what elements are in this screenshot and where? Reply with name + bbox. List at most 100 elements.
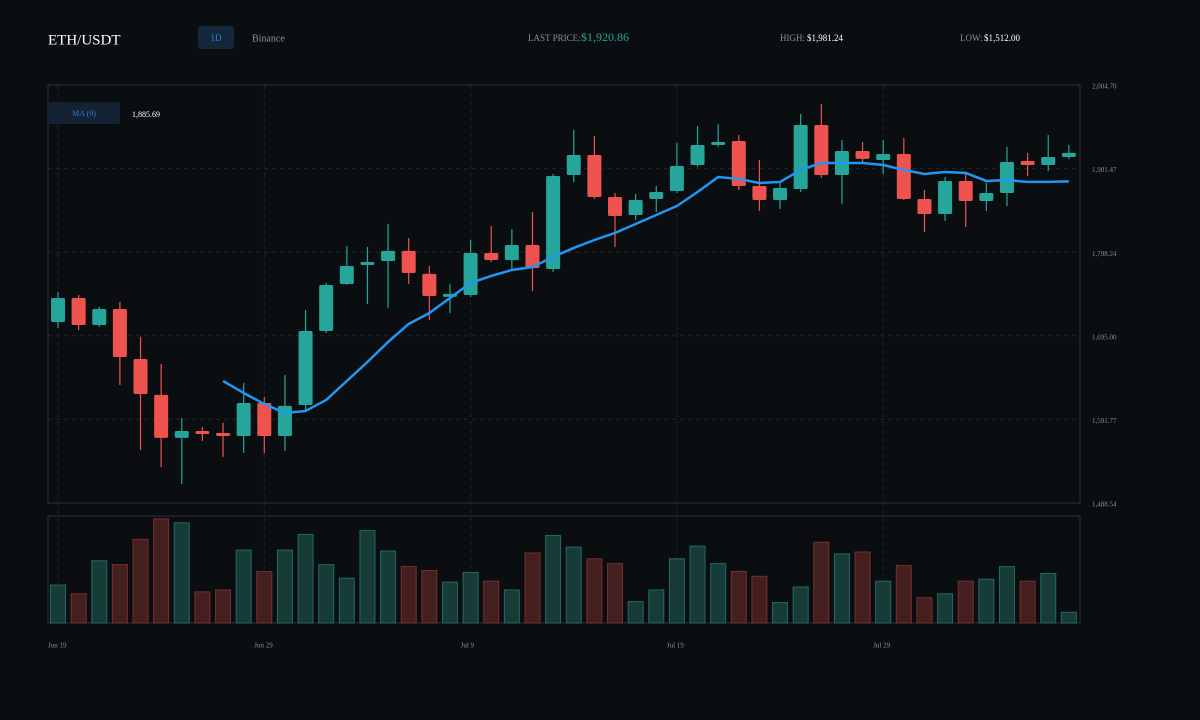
volume-bar (607, 563, 624, 624)
candle-body (711, 142, 726, 146)
volume-bar (359, 530, 376, 624)
candle-body (360, 261, 375, 265)
high-label: HIGH: (780, 33, 805, 43)
ma-value: 1,885.69 (132, 110, 160, 119)
interval[interactable]: 1D (211, 33, 223, 43)
volume-bar (173, 522, 190, 624)
volume-bar (524, 552, 541, 624)
candle-body (958, 180, 973, 201)
candle-body (257, 402, 272, 436)
candle-body (999, 162, 1014, 193)
candle-body (773, 188, 788, 200)
volume-bar (256, 570, 273, 624)
volume-bar (380, 550, 397, 624)
volume-bar (998, 566, 1015, 624)
candle-body (463, 252, 478, 295)
volume-bar (194, 591, 211, 624)
volume-bar (1019, 580, 1036, 624)
candle-body (339, 265, 354, 284)
volume-bar (545, 534, 562, 624)
volume-bar (338, 577, 355, 624)
candle-body (731, 141, 746, 186)
candle-body (504, 244, 519, 261)
volume-bar (50, 584, 66, 624)
x-tick-label: Jul 19 (667, 642, 684, 650)
volume-bar (297, 533, 314, 624)
volume-bar (627, 601, 644, 624)
volume-bar (235, 549, 252, 624)
symbol: ETH/USDT (48, 32, 121, 48)
volume-bar (813, 541, 830, 624)
x-tick-label: Jul 9 (461, 642, 475, 650)
high: $1,981.24 (807, 33, 844, 43)
volume-bar (978, 578, 995, 624)
candle-body (608, 196, 623, 217)
candle-body (92, 308, 107, 325)
candle-body (133, 358, 148, 394)
candle-body (690, 145, 705, 166)
volume-bar (441, 581, 458, 624)
candle-body (401, 250, 416, 273)
volume-bar (91, 560, 108, 624)
candle-body (752, 185, 767, 200)
candle-body (979, 192, 994, 201)
candle-body (298, 330, 313, 405)
volume-bar (70, 593, 87, 624)
volume-bar (689, 545, 706, 624)
volume-bar (462, 571, 479, 624)
candle-body (669, 165, 684, 192)
volume-bar (668, 558, 685, 624)
volume-bar (421, 569, 438, 624)
volume-bar (751, 575, 768, 624)
volume-bar (586, 558, 603, 624)
volume-bar (276, 549, 293, 624)
candle-body (1041, 156, 1056, 166)
y-tick-label: 1,798.24 (1092, 250, 1117, 258)
candle-body (71, 297, 86, 325)
candle-body (154, 394, 169, 438)
volume-bar (854, 551, 871, 624)
interval-button[interactable] (198, 26, 234, 49)
volume-bar (772, 602, 789, 624)
y-tick-label: 1,695.00 (1092, 333, 1117, 341)
volume-bar (153, 518, 170, 624)
candle-body (174, 430, 189, 438)
candle-body (236, 402, 251, 436)
x-tick-label: Jul 29 (873, 642, 890, 650)
candle-body (628, 199, 643, 215)
volume-bar (503, 589, 520, 624)
volume-bar (895, 565, 912, 624)
candle-body (917, 199, 932, 215)
candle-body (814, 125, 829, 175)
volume-bar (483, 580, 500, 624)
candle-body (566, 154, 581, 175)
ma-badge (48, 102, 120, 124)
y-tick-label: 1,591.77 (1092, 417, 1117, 425)
volume-bar (730, 570, 747, 624)
y-tick-label: 1,488.54 (1092, 501, 1117, 509)
ma-line (222, 161, 1069, 415)
candle-body (546, 176, 561, 269)
volume-bar (710, 563, 727, 624)
volume-bar (833, 553, 850, 624)
y-tick-label: 2,004.70 (1092, 83, 1117, 91)
last-price-label: LAST PRICE: (528, 33, 581, 43)
exchange: Binance (252, 33, 285, 44)
candle-body (195, 430, 210, 434)
volume-bar (565, 546, 582, 624)
volume-bar (875, 580, 892, 624)
x-tick-label: Jun 29 (254, 642, 273, 650)
candle-body (51, 297, 65, 322)
candle-body (876, 153, 891, 160)
candle-body (112, 308, 127, 357)
volume-bar (111, 564, 128, 624)
ma-name: MA (9) (72, 109, 96, 118)
volume-bar (132, 538, 149, 624)
x-tick-label: Jun 19 (48, 642, 67, 650)
volume-bar (916, 597, 933, 624)
y-tick-label: 1,901.47 (1092, 166, 1117, 174)
candle-body (319, 284, 334, 331)
volume-panel (47, 515, 1081, 624)
